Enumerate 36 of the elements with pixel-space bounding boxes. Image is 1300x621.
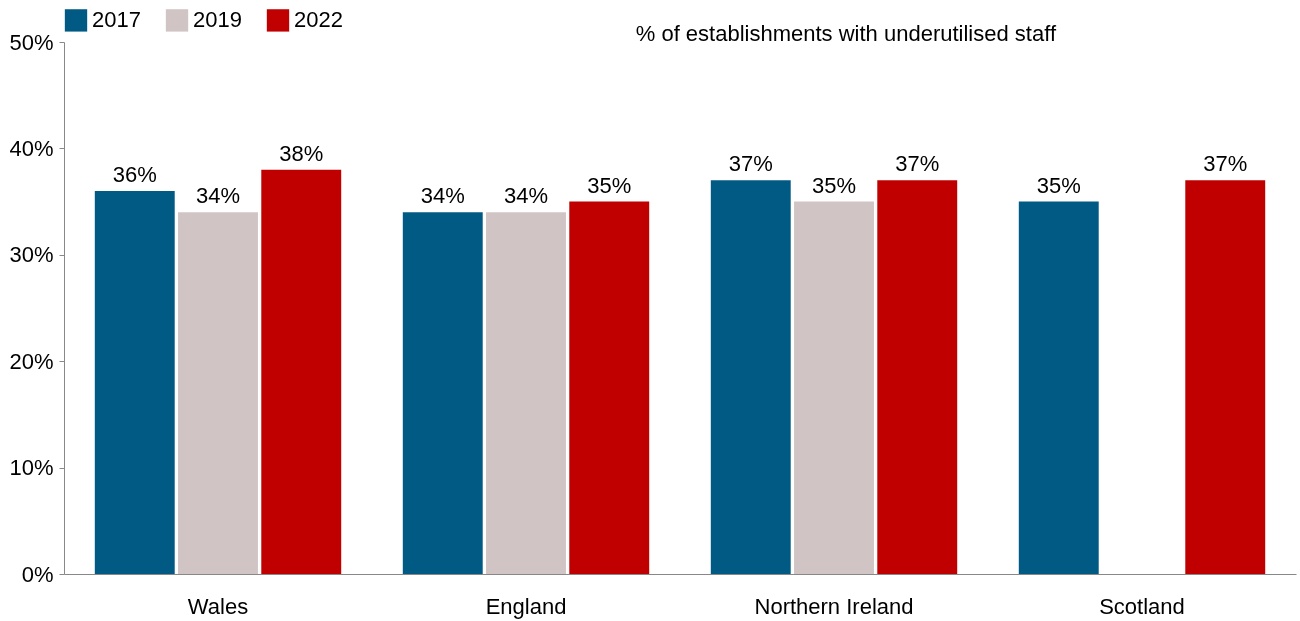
- data-label: 38%: [279, 140, 324, 166]
- y-tick-label: 40%: [9, 135, 54, 161]
- data-label: 34%: [503, 183, 549, 209]
- x-tick-label: Scotland: [1099, 593, 1185, 619]
- legend-label: 2022: [294, 7, 343, 33]
- x-tick-label: Wales: [187, 593, 249, 619]
- x-tick-label: Northern Ireland: [754, 593, 914, 619]
- bar: [569, 201, 650, 574]
- bar: [794, 201, 874, 574]
- bar: [178, 212, 258, 574]
- bar: [261, 169, 342, 574]
- data-label: 34%: [420, 183, 465, 209]
- bar: [94, 190, 175, 574]
- data-label: 36%: [112, 161, 157, 187]
- y-tick-label: 0%: [21, 561, 54, 587]
- y-tick-label: 30%: [9, 242, 54, 268]
- data-label: 37%: [1203, 151, 1248, 177]
- bar: [1185, 180, 1266, 574]
- x-tick-label: England: [485, 593, 567, 619]
- legend-label: 2017: [92, 7, 141, 33]
- y-tick-label: 20%: [9, 348, 54, 374]
- chart-title: % of establishments with underutilised staff: [635, 21, 1057, 46]
- y-tick-label: 50%: [9, 29, 54, 55]
- legend-label: 2019: [193, 7, 242, 33]
- y-tick-label: 10%: [9, 455, 54, 481]
- data-label: 34%: [195, 183, 241, 209]
- bar: [1018, 201, 1099, 574]
- data-label: 35%: [1036, 172, 1081, 198]
- data-label: 37%: [895, 151, 940, 177]
- bar: [486, 212, 566, 574]
- bar: [402, 212, 483, 574]
- bar: [710, 180, 791, 574]
- data-label: 35%: [587, 172, 632, 198]
- bar: [877, 180, 958, 574]
- data-label: 37%: [728, 151, 773, 177]
- data-label: 35%: [811, 172, 857, 198]
